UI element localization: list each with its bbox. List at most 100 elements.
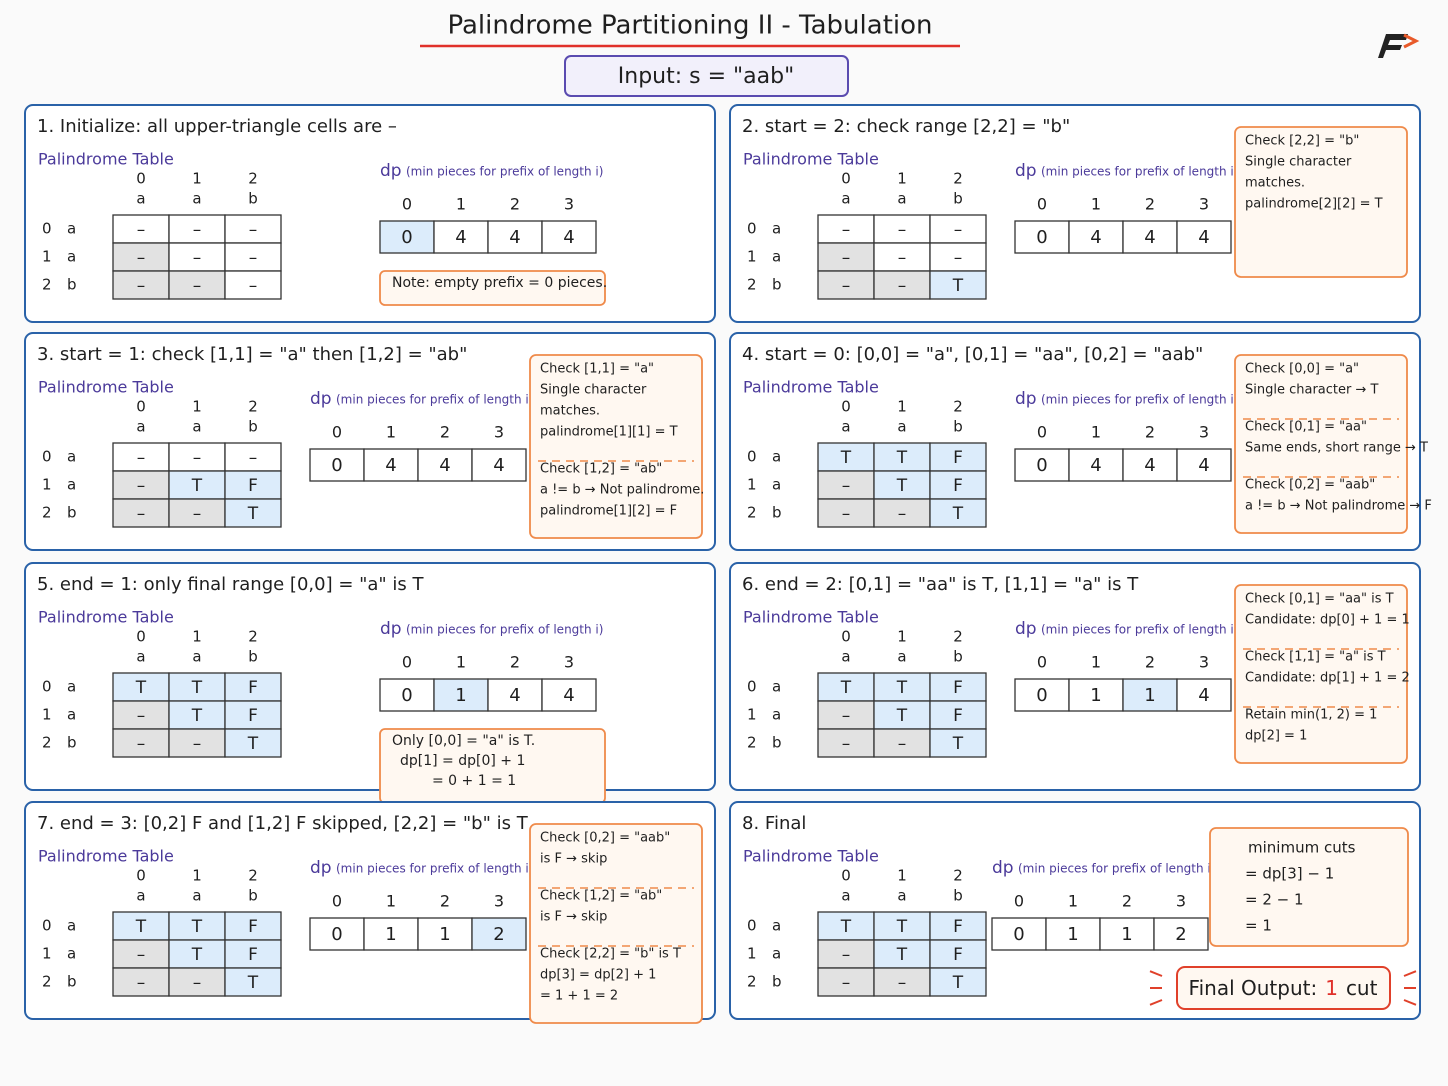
cell-value: T xyxy=(191,917,203,937)
cell-value: T xyxy=(135,917,147,937)
panel-title: 5. end = 1: only final range [0,0] = "a"… xyxy=(37,574,425,595)
cell-value: F xyxy=(953,706,963,726)
check-line: Check [2,2] = "b" is T xyxy=(540,947,681,962)
check-line: Check [0,1] = "aa" is T xyxy=(1245,592,1394,607)
dp-index: 0 xyxy=(332,892,342,911)
dp-value: 4 xyxy=(1090,455,1101,476)
check-line: Candidate: dp[0] + 1 = 1 xyxy=(1245,613,1410,628)
cell-value: F xyxy=(248,678,258,698)
row-index: 0 xyxy=(42,448,52,466)
table-label: Palindrome Table xyxy=(38,608,174,627)
row-index: 0 xyxy=(42,678,52,696)
table-cell xyxy=(873,270,931,300)
summary-line: = 2 − 1 xyxy=(1245,891,1304,909)
dp-cell xyxy=(363,917,419,951)
dp-cell xyxy=(541,220,597,254)
col-char: b xyxy=(248,887,258,905)
check-line: matches. xyxy=(540,404,600,419)
check-line: Check [0,2] = "aab" xyxy=(540,831,670,846)
table-cell xyxy=(817,672,875,702)
row-index: 2 xyxy=(747,504,757,522)
row-char: a xyxy=(772,945,781,963)
panel: 3. start = 1: check [1,1] = "a" then [1,… xyxy=(24,332,716,551)
dp-value: 4 xyxy=(1090,227,1101,248)
dp-index: 2 xyxy=(1122,892,1132,911)
note-line: = 0 + 1 = 1 xyxy=(432,773,516,789)
col-char: a xyxy=(136,887,145,905)
dp-index: 2 xyxy=(510,195,520,214)
cell-value: – xyxy=(898,276,907,296)
row-char: a xyxy=(67,678,76,696)
row-index: 2 xyxy=(42,734,52,752)
col-char: a xyxy=(897,418,906,436)
sparkle xyxy=(1403,970,1417,977)
panel-title: 4. start = 0: [0,0] = "a", [0,1] = "aa",… xyxy=(742,344,1203,365)
dp-index: 2 xyxy=(1145,423,1155,442)
col-char: b xyxy=(953,418,963,436)
table-cell xyxy=(112,967,170,997)
input-box xyxy=(564,55,849,97)
dp-cell xyxy=(1014,678,1070,712)
cell-value: – xyxy=(898,734,907,754)
panel-title: 7. end = 3: [0,2] F and [1,2] F skipped,… xyxy=(37,813,529,834)
dp-label: dp xyxy=(310,389,332,409)
cell-value: – xyxy=(898,248,907,268)
row-index: 2 xyxy=(747,276,757,294)
final-label: Final Output: xyxy=(1189,976,1318,1000)
summary-box xyxy=(1209,827,1409,947)
row-char: b xyxy=(67,734,77,752)
row-index: 1 xyxy=(42,248,52,266)
cell-value: T xyxy=(952,504,964,524)
dp-value: 4 xyxy=(509,227,520,248)
logo xyxy=(1378,33,1420,58)
sparkle xyxy=(1403,999,1417,1006)
cell-value: – xyxy=(954,248,963,268)
table-cell xyxy=(224,470,282,500)
final-value: 1 xyxy=(1325,976,1338,1000)
dp-cell xyxy=(433,220,489,254)
table-cell xyxy=(168,214,226,244)
check-line: Candidate: dp[1] + 1 = 2 xyxy=(1245,671,1410,686)
dp-cell xyxy=(471,917,527,951)
cell-value: F xyxy=(248,706,258,726)
dp-cell xyxy=(379,678,435,712)
col-index: 0 xyxy=(136,170,146,188)
table-cell xyxy=(817,242,875,272)
col-index: 1 xyxy=(192,628,202,646)
row-char: a xyxy=(772,476,781,494)
col-index: 2 xyxy=(248,867,258,885)
col-index: 2 xyxy=(248,628,258,646)
dp-hint: (min pieces for prefix of length i) xyxy=(406,623,603,637)
dp-label: dp xyxy=(992,858,1014,878)
final-output: Final Output: 1 cut xyxy=(1189,976,1378,1000)
dp-value: 4 xyxy=(563,227,574,248)
table-cell xyxy=(817,939,875,969)
dp-cell xyxy=(1176,678,1232,712)
dp-index: 1 xyxy=(456,653,466,672)
table-cell xyxy=(168,911,226,941)
col-char: a xyxy=(841,418,850,436)
panel: 6. end = 2: [0,1] = "aa" is T, [1,1] = "… xyxy=(729,562,1421,791)
cell-value: T xyxy=(191,476,203,496)
dp-index: 3 xyxy=(494,423,504,442)
dp-value: 4 xyxy=(385,455,396,476)
col-index: 1 xyxy=(192,170,202,188)
title: Palindrome Partitioning II - Tabulation xyxy=(447,11,932,41)
dp-label: dp xyxy=(1015,161,1037,181)
row-char: b xyxy=(772,504,782,522)
row-char: a xyxy=(67,220,76,238)
check-box xyxy=(1234,584,1408,764)
table-cell xyxy=(112,939,170,969)
col-index: 1 xyxy=(897,170,907,188)
cell-value: – xyxy=(249,448,258,468)
cell-value: – xyxy=(193,276,202,296)
cell-value: T xyxy=(952,276,964,296)
dp-value: 0 xyxy=(401,227,412,248)
dp-hint: (min pieces for prefix of length i) xyxy=(1041,165,1238,179)
summary-line: = 1 xyxy=(1245,917,1272,935)
note-line: Only [0,0] = "a" is T. xyxy=(392,733,535,749)
table-cell xyxy=(224,967,282,997)
table-cell xyxy=(817,442,875,472)
table-cell xyxy=(224,939,282,969)
dp-value: 4 xyxy=(493,455,504,476)
